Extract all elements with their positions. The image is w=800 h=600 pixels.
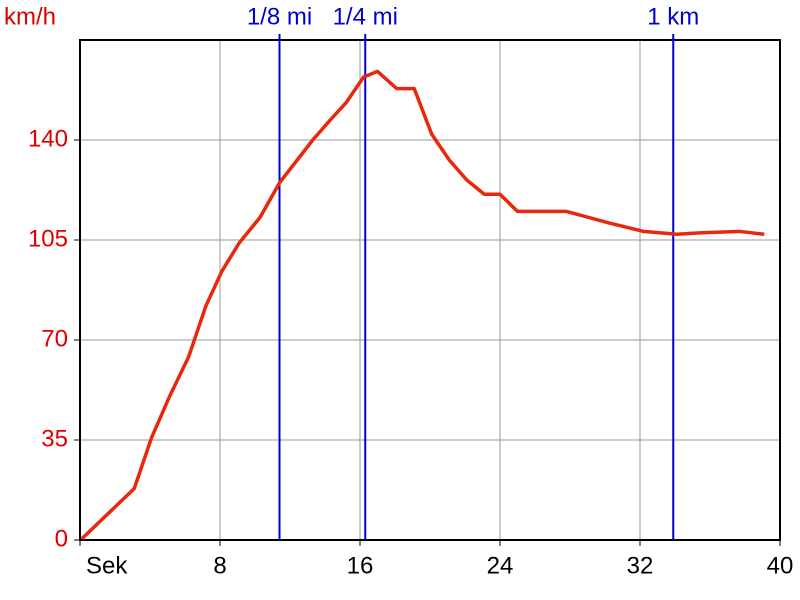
x-tick-label: 24 bbox=[487, 552, 514, 579]
x-tick-label: 40 bbox=[767, 552, 794, 579]
x-tick-label: 16 bbox=[347, 552, 374, 579]
y-tick-label: 70 bbox=[41, 325, 68, 352]
y-tick-label: 140 bbox=[28, 125, 68, 152]
marker-label: 1/8 mi bbox=[247, 3, 312, 30]
data-line bbox=[80, 69, 765, 541]
marker-label: 1 km bbox=[647, 3, 699, 30]
y-tick-label: 105 bbox=[28, 225, 68, 252]
x-tick-label: Sek bbox=[86, 552, 128, 579]
plot-frame bbox=[79, 39, 781, 541]
x-tick-label: 32 bbox=[627, 552, 654, 579]
marker-label: 1/4 mi bbox=[333, 3, 398, 30]
y-tick-label: 0 bbox=[55, 525, 68, 552]
y-axis-label: km/h bbox=[4, 3, 56, 30]
x-tick-label: 8 bbox=[213, 552, 226, 579]
y-tick-label: 35 bbox=[41, 425, 68, 452]
